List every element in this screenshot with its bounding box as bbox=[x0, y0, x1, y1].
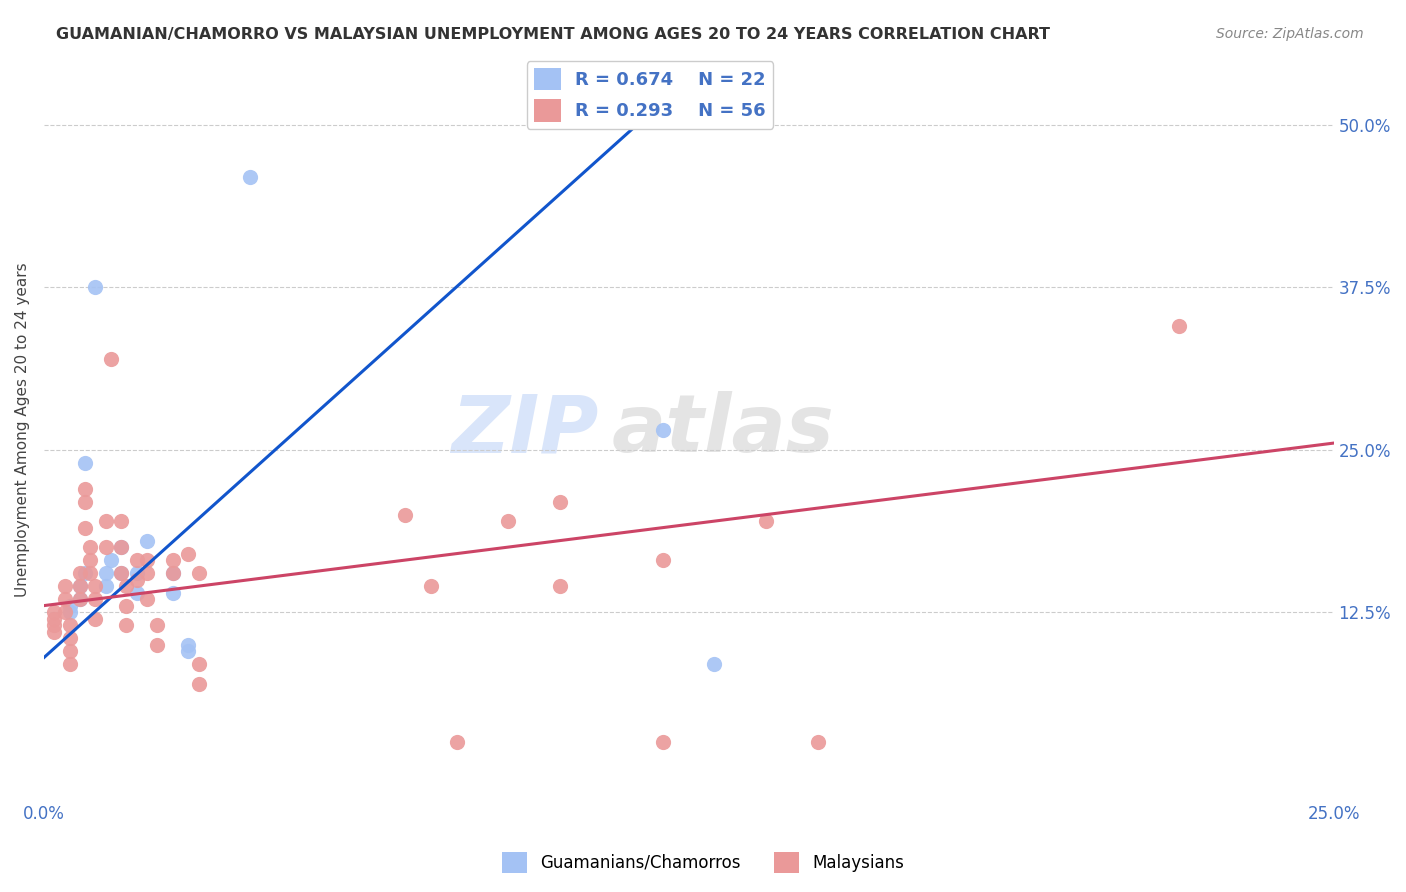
Point bbox=[75, 566, 97, 581]
Point bbox=[53, 592, 76, 607]
Text: ZIP: ZIP bbox=[451, 391, 599, 469]
Point bbox=[84, 612, 107, 626]
Point bbox=[69, 579, 91, 593]
Point bbox=[44, 605, 66, 619]
Point bbox=[651, 735, 673, 749]
Point bbox=[162, 553, 184, 567]
Point bbox=[239, 169, 262, 184]
Point bbox=[162, 566, 184, 581]
Point bbox=[136, 533, 159, 548]
Point bbox=[1167, 319, 1189, 334]
Point bbox=[75, 456, 97, 470]
Point bbox=[146, 638, 169, 652]
Point bbox=[59, 605, 82, 619]
Point bbox=[807, 735, 830, 749]
Point bbox=[110, 540, 132, 554]
Point bbox=[446, 735, 468, 749]
Point bbox=[115, 579, 138, 593]
Point bbox=[162, 566, 184, 581]
Point bbox=[146, 618, 169, 632]
Text: atlas: atlas bbox=[612, 391, 834, 469]
Text: GUAMANIAN/CHAMORRO VS MALAYSIAN UNEMPLOYMENT AMONG AGES 20 TO 24 YEARS CORRELATI: GUAMANIAN/CHAMORRO VS MALAYSIAN UNEMPLOY… bbox=[56, 27, 1050, 42]
Point bbox=[125, 553, 148, 567]
Point bbox=[177, 638, 200, 652]
Point bbox=[69, 592, 91, 607]
Point bbox=[755, 514, 778, 528]
Point bbox=[53, 579, 76, 593]
Point bbox=[136, 553, 159, 567]
Point bbox=[187, 676, 209, 690]
Point bbox=[162, 585, 184, 599]
Point bbox=[100, 351, 122, 366]
Point bbox=[69, 566, 91, 581]
Point bbox=[187, 566, 209, 581]
Point bbox=[79, 553, 101, 567]
Point bbox=[84, 579, 107, 593]
Point bbox=[79, 540, 101, 554]
Point bbox=[79, 566, 101, 581]
Point bbox=[651, 423, 673, 437]
Point bbox=[53, 605, 76, 619]
Legend: R = 0.674    N = 22, R = 0.293    N = 56: R = 0.674 N = 22, R = 0.293 N = 56 bbox=[527, 62, 773, 128]
Point bbox=[59, 618, 82, 632]
Point bbox=[59, 599, 82, 613]
Point bbox=[94, 540, 117, 554]
Point bbox=[110, 540, 132, 554]
Point bbox=[94, 566, 117, 581]
Point bbox=[496, 514, 519, 528]
Point bbox=[419, 579, 441, 593]
Text: Source: ZipAtlas.com: Source: ZipAtlas.com bbox=[1216, 27, 1364, 41]
Point bbox=[125, 585, 148, 599]
Point bbox=[84, 280, 107, 294]
Y-axis label: Unemployment Among Ages 20 to 24 years: Unemployment Among Ages 20 to 24 years bbox=[15, 263, 30, 598]
Point bbox=[115, 599, 138, 613]
Point bbox=[651, 553, 673, 567]
Point bbox=[394, 508, 416, 522]
Point bbox=[69, 592, 91, 607]
Point bbox=[75, 520, 97, 534]
Point bbox=[703, 657, 725, 672]
Point bbox=[548, 579, 571, 593]
Point bbox=[59, 631, 82, 645]
Point bbox=[69, 579, 91, 593]
Point bbox=[136, 566, 159, 581]
Point bbox=[115, 618, 138, 632]
Point bbox=[177, 547, 200, 561]
Point bbox=[177, 644, 200, 658]
Point bbox=[94, 514, 117, 528]
Point bbox=[84, 592, 107, 607]
Point bbox=[44, 612, 66, 626]
Point bbox=[100, 553, 122, 567]
Point bbox=[75, 494, 97, 508]
Point bbox=[94, 579, 117, 593]
Point bbox=[59, 644, 82, 658]
Point bbox=[75, 482, 97, 496]
Point bbox=[187, 657, 209, 672]
Point bbox=[110, 514, 132, 528]
Point bbox=[125, 573, 148, 587]
Point bbox=[110, 566, 132, 581]
Point bbox=[125, 566, 148, 581]
Point bbox=[59, 657, 82, 672]
Legend: Guamanians/Chamorros, Malaysians: Guamanians/Chamorros, Malaysians bbox=[495, 846, 911, 880]
Point bbox=[136, 592, 159, 607]
Point bbox=[110, 566, 132, 581]
Point bbox=[44, 624, 66, 639]
Point bbox=[44, 618, 66, 632]
Point bbox=[548, 494, 571, 508]
